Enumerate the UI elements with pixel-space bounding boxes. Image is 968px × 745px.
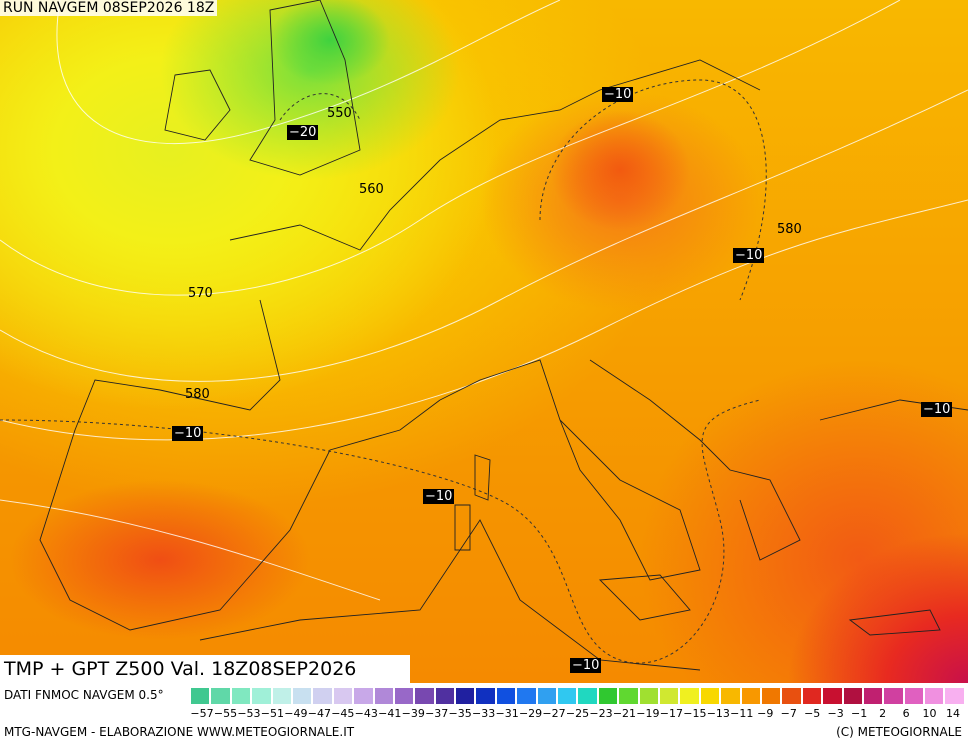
colorbar-label: −17 xyxy=(659,707,683,720)
colorbar-swatch xyxy=(658,687,680,705)
colorbar-swatch xyxy=(271,687,292,705)
colorbar-swatch xyxy=(516,687,537,705)
colorbar-swatch xyxy=(475,687,496,705)
colorbar-label: −33 xyxy=(472,707,496,720)
colorbar-swatch xyxy=(740,687,761,705)
colorbar-swatch xyxy=(638,687,659,705)
colorbar-label: −3 xyxy=(827,707,844,720)
run-title: RUN NAVGEM 08SEP2026 18Z xyxy=(0,0,218,16)
copyright: (C) METEOGIORNALE xyxy=(836,725,962,739)
map-lines xyxy=(0,0,968,671)
source-label: DATI FNMOC NAVGEM 0.5° xyxy=(4,688,164,702)
colorbar-swatch xyxy=(822,687,843,705)
colorbar-label: −53 xyxy=(237,707,261,720)
colorbar-label: −7 xyxy=(780,707,797,720)
colorbar-label: −11 xyxy=(730,707,754,720)
map: RUN NAVGEM 08SEP2026 18Z 550 560 570 580… xyxy=(0,0,968,683)
colorbar-label: −27 xyxy=(542,707,566,720)
colorbar-swatch xyxy=(495,687,517,705)
colorbar-label: 2 xyxy=(879,707,887,720)
colorbar-label: −25 xyxy=(565,707,590,720)
colorbar-swatch xyxy=(353,687,374,705)
colorbar-label: −37 xyxy=(425,707,449,720)
temperature-label: −10 xyxy=(172,426,204,441)
credit: MTG-NAVGEM - ELABORAZIONE WWW.METEOGIORN… xyxy=(4,725,355,739)
temperature-label: −10 xyxy=(733,248,765,263)
temperature-label: −20 xyxy=(287,125,319,140)
colorbar-swatch xyxy=(190,687,211,705)
colorbar-swatch xyxy=(373,687,394,705)
validity-title: TMP + GPT Z500 Val. 18Z08SEP2026 xyxy=(0,655,410,683)
colorbar-label: 10 xyxy=(922,707,937,720)
colorbar-label: −43 xyxy=(354,707,378,720)
colorbar-swatch xyxy=(679,687,700,705)
colorbar-label: −51 xyxy=(260,707,285,720)
colorbar-label: 14 xyxy=(946,707,960,720)
colorbar-swatch xyxy=(699,687,721,705)
colorbar-swatch xyxy=(251,687,272,705)
colorbar-swatch xyxy=(536,687,558,705)
colorbar-label: −5 xyxy=(804,707,821,720)
colorbar-swatch xyxy=(924,687,945,705)
height-label: 580 xyxy=(777,222,802,237)
colorbar-label: −31 xyxy=(495,707,519,720)
height-label: 570 xyxy=(188,286,213,301)
colorbar-swatch xyxy=(903,687,925,705)
colorbar-swatch xyxy=(434,687,456,705)
colorbar-label: −47 xyxy=(307,707,331,720)
temperature-label: −10 xyxy=(423,489,455,504)
colorbar-swatch xyxy=(842,687,863,705)
colorbar-swatch xyxy=(597,687,619,705)
colorbar-label: −13 xyxy=(706,707,730,720)
colorbar-label: −41 xyxy=(378,707,402,720)
colorbar-swatch xyxy=(801,687,823,705)
colorbar-swatch xyxy=(332,687,354,705)
colorbar-label: −21 xyxy=(612,707,637,720)
height-label: 580 xyxy=(185,387,210,402)
colorbar-swatch xyxy=(210,687,231,705)
colorbar-swatch xyxy=(760,687,782,705)
colorbar-label: −57 xyxy=(190,707,214,720)
colorbar-swatch xyxy=(291,687,313,705)
temperature-label: −10 xyxy=(921,402,953,417)
colorbar-label: −29 xyxy=(518,707,543,720)
height-label: 550 xyxy=(327,106,352,121)
colorbar-label: −15 xyxy=(683,707,707,720)
colorbar-label: −45 xyxy=(331,707,355,720)
colorbar-ticks: −57 −55 −53 −51 −49 −47 −45 −43 −41 −39 −37 −35 −33−… xyxy=(190,707,965,723)
colorbar-swatch xyxy=(883,687,904,705)
colorbar-swatch xyxy=(577,687,598,705)
colorbar-label: −19 xyxy=(636,707,660,720)
colorbar-swatch xyxy=(393,687,415,705)
colorbar-label: −35 xyxy=(448,707,472,720)
colorbar-swatch xyxy=(862,687,884,705)
colorbar-label: −49 xyxy=(284,707,308,720)
colorbar-swatch xyxy=(414,687,435,705)
colorbar-swatch xyxy=(230,687,252,705)
colorbar-label: −55 xyxy=(213,707,238,720)
temperature-label: −10 xyxy=(570,658,602,673)
colorbar-swatch xyxy=(781,687,802,705)
colorbar-swatch xyxy=(618,687,639,705)
colorbar-swatch xyxy=(455,687,476,705)
colorbar-label: −1 xyxy=(851,707,868,720)
colorbar-swatch xyxy=(720,687,741,705)
temperature-label: −10 xyxy=(602,87,634,102)
colorbar-swatch xyxy=(557,687,578,705)
colorbar-label: −9 xyxy=(757,707,774,720)
colorbar xyxy=(190,687,965,705)
colorbar-label: −39 xyxy=(401,707,425,720)
colorbar-label: 6 xyxy=(902,707,910,720)
colorbar-label: −23 xyxy=(589,707,613,720)
height-label: 560 xyxy=(359,182,384,197)
colorbar-swatch xyxy=(944,687,965,705)
colorbar-swatch xyxy=(312,687,333,705)
